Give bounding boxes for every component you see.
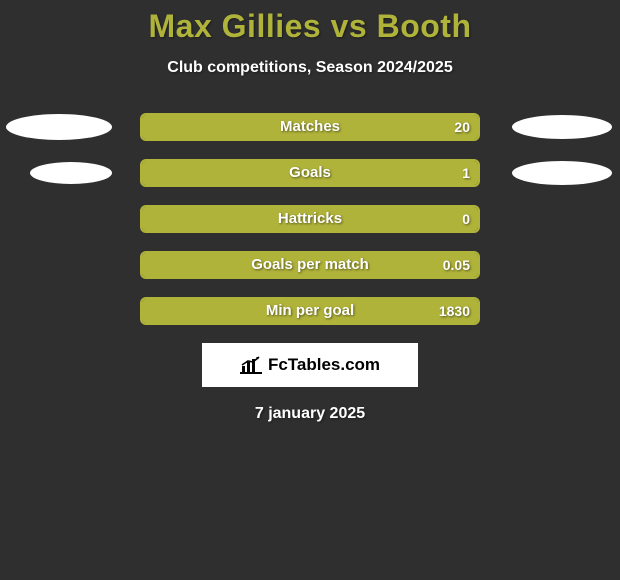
right-player-marker xyxy=(512,161,612,185)
stat-bar-fill-right xyxy=(142,207,478,231)
stat-row: Matches20 xyxy=(0,113,620,141)
stat-bar-fill-right xyxy=(142,299,478,323)
stat-value-right: 0.05 xyxy=(443,251,470,279)
stat-row: Goals per match0.05 xyxy=(0,251,620,279)
date-text: 7 january 2025 xyxy=(0,405,620,423)
comparison-infographic: Max Gillies vs Booth Club competitions, … xyxy=(0,0,620,580)
stat-value-right: 20 xyxy=(454,113,470,141)
stat-value-right: 1830 xyxy=(439,297,470,325)
stat-bar-track xyxy=(140,205,480,233)
stat-row: Hattricks0 xyxy=(0,205,620,233)
stat-row: Min per goal1830 xyxy=(0,297,620,325)
stat-row: Goals1 xyxy=(0,159,620,187)
logo-text: FcTables.com xyxy=(268,355,380,375)
page-title: Max Gillies vs Booth xyxy=(0,0,620,45)
right-player-marker xyxy=(512,115,612,139)
stat-bar-fill-right xyxy=(142,253,478,277)
stat-bar-fill-right xyxy=(142,161,478,185)
stat-value-right: 0 xyxy=(462,205,470,233)
stat-bar-track xyxy=(140,297,480,325)
stat-bar-track xyxy=(140,251,480,279)
left-player-marker xyxy=(30,162,112,184)
fctables-logo: FcTables.com xyxy=(202,343,418,387)
stat-bar-track xyxy=(140,113,480,141)
chart-icon xyxy=(240,356,262,374)
stat-bar-track xyxy=(140,159,480,187)
stats-list: Matches20 Goals1 Hattricks0 Goals per match… xyxy=(0,113,620,325)
stat-bar-fill-right xyxy=(142,115,478,139)
stat-value-right: 1 xyxy=(462,159,470,187)
page-subtitle: Club competitions, Season 2024/2025 xyxy=(0,59,620,77)
left-player-marker xyxy=(6,114,112,140)
